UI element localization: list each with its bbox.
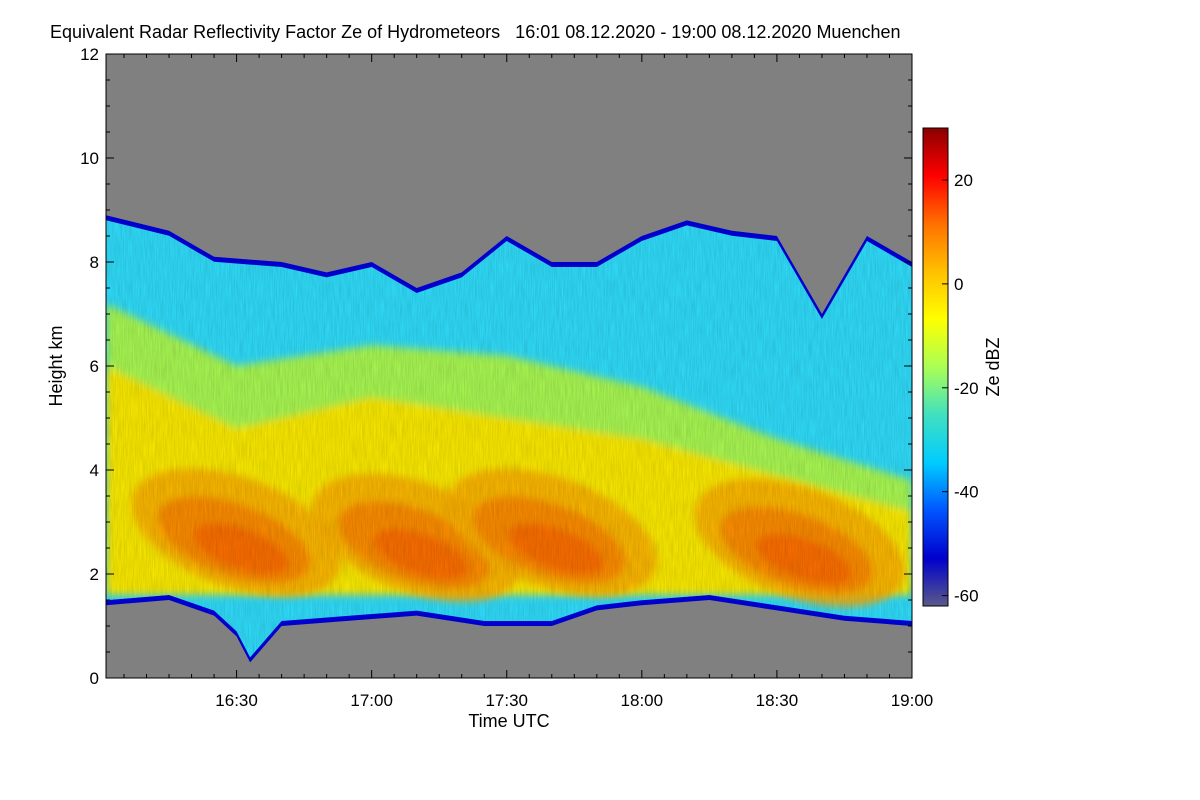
y-tick-label: 10 bbox=[80, 149, 99, 168]
colorbar-tick-label: -40 bbox=[954, 483, 979, 502]
plot-area bbox=[106, 54, 912, 678]
colorbar-tick-label: 0 bbox=[954, 275, 963, 294]
y-axis-title: Height km bbox=[46, 325, 66, 406]
y-tick-label: 2 bbox=[90, 565, 99, 584]
colorbar: 20 0 -20 -40 -60 Ze dBZ bbox=[922, 127, 1003, 607]
chart-title: Equivalent Radar Reflectivity Factor Ze … bbox=[50, 22, 901, 42]
y-tick-label: 8 bbox=[90, 253, 99, 272]
y-tick-label: 0 bbox=[90, 669, 99, 688]
colorbar-title: Ze dBZ bbox=[983, 337, 1003, 396]
x-tick-label: 17:00 bbox=[350, 691, 393, 710]
x-axis-title: Time UTC bbox=[468, 711, 549, 731]
x-tick-label: 19:00 bbox=[891, 691, 934, 710]
y-axis: 0 2 4 6 8 10 12 bbox=[80, 45, 912, 688]
x-tick-label: 16:30 bbox=[215, 691, 258, 710]
x-tick-label: 18:30 bbox=[756, 691, 799, 710]
x-tick-label: 17:30 bbox=[485, 691, 528, 710]
colorbar-ramp bbox=[922, 127, 949, 607]
y-tick-label: 6 bbox=[90, 357, 99, 376]
colorbar-tick-label: -20 bbox=[954, 379, 979, 398]
reflectivity-field bbox=[106, 215, 912, 663]
colorbar-ticks: 20 0 -20 -40 -60 bbox=[942, 171, 979, 606]
cloud-interior bbox=[106, 220, 912, 658]
y-tick-label: 12 bbox=[80, 45, 99, 64]
x-tick-label: 18:00 bbox=[621, 691, 664, 710]
y-tick-label: 4 bbox=[90, 461, 99, 480]
x-axis: 16:30 17:00 17:30 18:00 18:30 19:00 bbox=[123, 54, 934, 710]
colorbar-tick-label: -60 bbox=[954, 587, 979, 606]
colorbar-tick-label: 20 bbox=[954, 171, 973, 190]
